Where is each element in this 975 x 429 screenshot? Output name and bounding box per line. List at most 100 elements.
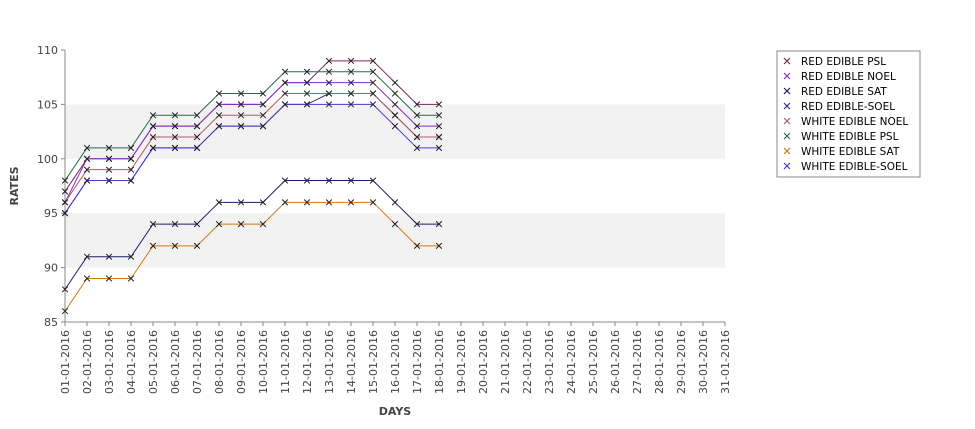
data-point-marker	[413, 123, 421, 130]
grid-band	[65, 213, 725, 268]
data-point-marker	[281, 101, 289, 108]
data-point-marker	[325, 177, 333, 184]
data-point-marker	[325, 68, 333, 75]
x-tick-label: 19-01-2016	[455, 330, 468, 394]
data-point-marker	[325, 57, 333, 65]
legend-marker	[783, 162, 791, 170]
legend-item: RED EDIBLE NOEL	[783, 71, 896, 83]
tick-labels: 85 90 95 100 105 110 01-01-2016 02-01-2016 03-01…	[37, 44, 732, 394]
axes	[61, 49, 726, 326]
legend-marker	[783, 57, 791, 65]
x-tick-label: 13-01-2016	[323, 330, 336, 394]
x-tick-label: 10-01-2016	[257, 330, 270, 394]
data-point-marker	[435, 242, 443, 249]
data-point-marker	[435, 220, 443, 228]
data-point-marker	[259, 112, 267, 119]
x-tick-label: 01-01-2016	[59, 330, 72, 394]
legend-item: WHITE EDIBLE NOEL	[783, 116, 908, 128]
data-point-marker	[193, 133, 201, 141]
data-point-marker	[193, 123, 201, 130]
data-point-marker	[215, 220, 223, 228]
data-point-marker	[259, 199, 267, 206]
legend: RED EDIBLE PSL RED EDIBLE NOEL RED EDIBLE …	[776, 50, 921, 178]
series-group	[61, 199, 443, 315]
y-tick-label: 85	[44, 316, 58, 329]
data-point-marker	[325, 101, 333, 108]
x-tick-label: 12-01-2016	[301, 330, 314, 394]
x-tick-label: 20-01-2016	[477, 330, 490, 394]
series-layer	[61, 57, 443, 315]
data-point-marker	[215, 90, 223, 97]
x-tick-label: 14-01-2016	[345, 330, 358, 394]
y-tick-label: 100	[37, 153, 58, 166]
y-tick-label: 110	[37, 44, 58, 57]
data-point-marker	[391, 101, 399, 108]
series-line	[64, 201, 439, 312]
data-point-marker	[171, 123, 179, 130]
data-point-marker	[391, 220, 399, 228]
y-tick-label: 90	[44, 262, 58, 275]
data-point-marker	[347, 68, 355, 75]
legend-label: RED EDIBLE PSL	[801, 56, 886, 68]
data-point-marker	[369, 68, 377, 75]
data-point-marker	[435, 133, 443, 141]
data-point-marker	[105, 155, 113, 162]
data-point-marker	[237, 199, 245, 206]
data-point-marker	[391, 199, 399, 206]
data-point-marker	[413, 101, 421, 108]
data-point-marker	[413, 242, 421, 249]
legend-label: WHITE EDIBLE SAT	[801, 146, 900, 158]
legend-marker	[783, 147, 791, 155]
legend-label: RED EDIBLE-SOEL	[801, 101, 895, 113]
data-point-marker	[413, 220, 421, 228]
data-point-marker	[281, 199, 289, 206]
data-point-marker	[435, 101, 443, 108]
data-point-marker	[61, 199, 69, 206]
data-point-marker	[149, 220, 157, 228]
data-point-marker	[61, 307, 69, 315]
data-point-marker	[215, 123, 223, 130]
data-point-marker	[149, 144, 157, 152]
data-point-marker	[281, 79, 289, 86]
data-point-marker	[281, 90, 289, 97]
data-point-marker	[391, 90, 399, 97]
data-point-marker	[193, 220, 201, 228]
data-point-marker	[83, 144, 91, 152]
series-group	[61, 177, 443, 293]
data-point-marker	[215, 199, 223, 206]
data-point-marker	[171, 220, 179, 228]
x-tick-label: 08-01-2016	[213, 330, 226, 394]
data-point-marker	[259, 101, 267, 108]
data-point-marker	[105, 275, 113, 282]
legend-label: WHITE EDIBLE NOEL	[801, 116, 908, 128]
x-axis-title: DAYS	[379, 405, 412, 418]
data-point-marker	[303, 68, 311, 75]
x-tick-label: 06-01-2016	[169, 330, 182, 394]
x-tick-label: 22-01-2016	[521, 330, 534, 394]
x-tick-label: 04-01-2016	[125, 330, 138, 394]
data-point-marker	[83, 166, 91, 173]
legend-item: RED EDIBLE-SOEL	[783, 101, 895, 113]
series-group	[61, 79, 443, 206]
x-tick-label: 25-01-2016	[587, 330, 600, 394]
data-point-marker	[193, 112, 201, 119]
x-tick-label: 29-01-2016	[675, 330, 688, 394]
x-tick-label: 02-01-2016	[81, 330, 94, 394]
data-point-marker	[369, 79, 377, 86]
data-point-marker	[347, 101, 355, 108]
y-tick-label: 95	[44, 207, 58, 220]
legend-label: WHITE EDIBLE PSL	[801, 131, 899, 143]
data-point-marker	[193, 144, 201, 152]
data-point-marker	[391, 112, 399, 119]
data-point-marker	[61, 188, 69, 195]
x-tick-label: 26-01-2016	[609, 330, 622, 394]
data-point-marker	[347, 79, 355, 86]
data-point-marker	[413, 144, 421, 152]
data-point-marker	[281, 68, 289, 75]
data-point-marker	[303, 79, 311, 86]
data-point-marker	[61, 210, 69, 217]
data-point-marker	[369, 57, 377, 65]
series-group	[61, 90, 443, 206]
data-point-marker	[149, 133, 157, 141]
